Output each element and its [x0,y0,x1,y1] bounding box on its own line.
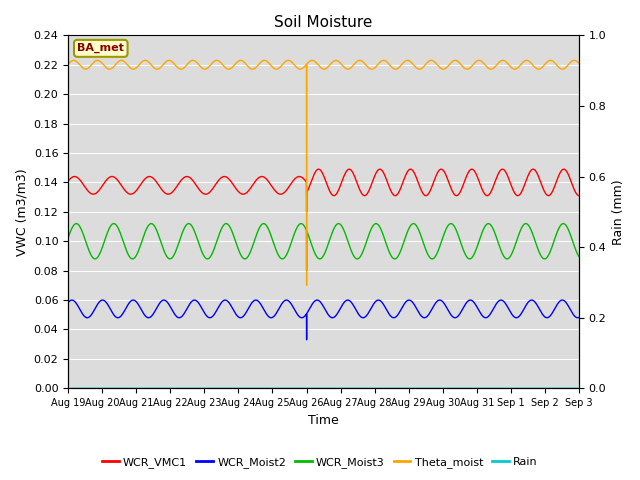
Theta_moist [511,66,518,72]
WCR_VMC1 [282,188,290,193]
WCR_Moist2 [99,297,106,303]
Line: WCR_VMC1: WCR_VMC1 [68,169,579,212]
Rain [282,385,290,391]
WCR_Moist2 [153,305,161,311]
WCR_Moist2 [64,300,72,305]
WCR_VMC1 [575,193,583,199]
Line: WCR_Moist3: WCR_Moist3 [68,224,579,271]
Legend: WCR_VMC1, WCR_Moist2, WCR_Moist3, Theta_moist, Rain: WCR_VMC1, WCR_Moist2, WCR_Moist3, Theta_… [97,452,543,472]
WCR_Moist2 [511,314,518,320]
WCR_Moist3 [64,235,72,240]
WCR_Moist2 [282,297,290,303]
Rain [565,385,573,391]
WCR_VMC1 [64,178,72,184]
Theta_moist [565,61,573,67]
Theta_moist [64,61,72,67]
Theta_moist [303,283,310,288]
Rain [64,385,72,391]
X-axis label: Time: Time [308,414,339,427]
WCR_Moist3 [153,228,161,234]
WCR_Moist3 [72,221,80,227]
Text: BA_met: BA_met [77,43,124,53]
WCR_Moist2 [575,314,583,320]
WCR_VMC1 [406,166,414,172]
Line: WCR_Moist2: WCR_Moist2 [68,300,579,340]
WCR_Moist3 [260,221,268,227]
WCR_VMC1 [511,190,518,195]
Y-axis label: Rain (mm): Rain (mm) [612,179,625,245]
Theta_moist [123,61,131,67]
WCR_Moist3 [123,248,131,254]
Line: Theta_moist: Theta_moist [68,60,579,286]
Rain [575,385,583,391]
WCR_VMC1 [303,209,310,215]
Theta_moist [282,58,290,64]
Rain [260,385,268,391]
WCR_Moist3 [282,252,290,258]
Rain [153,385,161,391]
Theta_moist [260,58,268,63]
WCR_VMC1 [153,180,161,185]
Theta_moist [153,66,161,72]
WCR_Moist2 [260,307,268,313]
Rain [510,385,518,391]
Theta_moist [575,60,583,66]
Y-axis label: VWC (m3/m3): VWC (m3/m3) [15,168,28,256]
WCR_VMC1 [260,174,268,180]
WCR_VMC1 [565,174,573,180]
WCR_Moist2 [123,304,131,310]
WCR_Moist3 [511,245,518,251]
Rain [123,385,131,391]
Theta_moist [451,58,459,63]
WCR_Moist3 [303,268,310,274]
Title: Soil Moisture: Soil Moisture [275,15,372,30]
WCR_Moist2 [565,305,573,311]
WCR_Moist3 [565,229,573,235]
WCR_Moist3 [575,254,583,260]
WCR_VMC1 [123,189,131,195]
WCR_Moist2 [303,337,310,343]
